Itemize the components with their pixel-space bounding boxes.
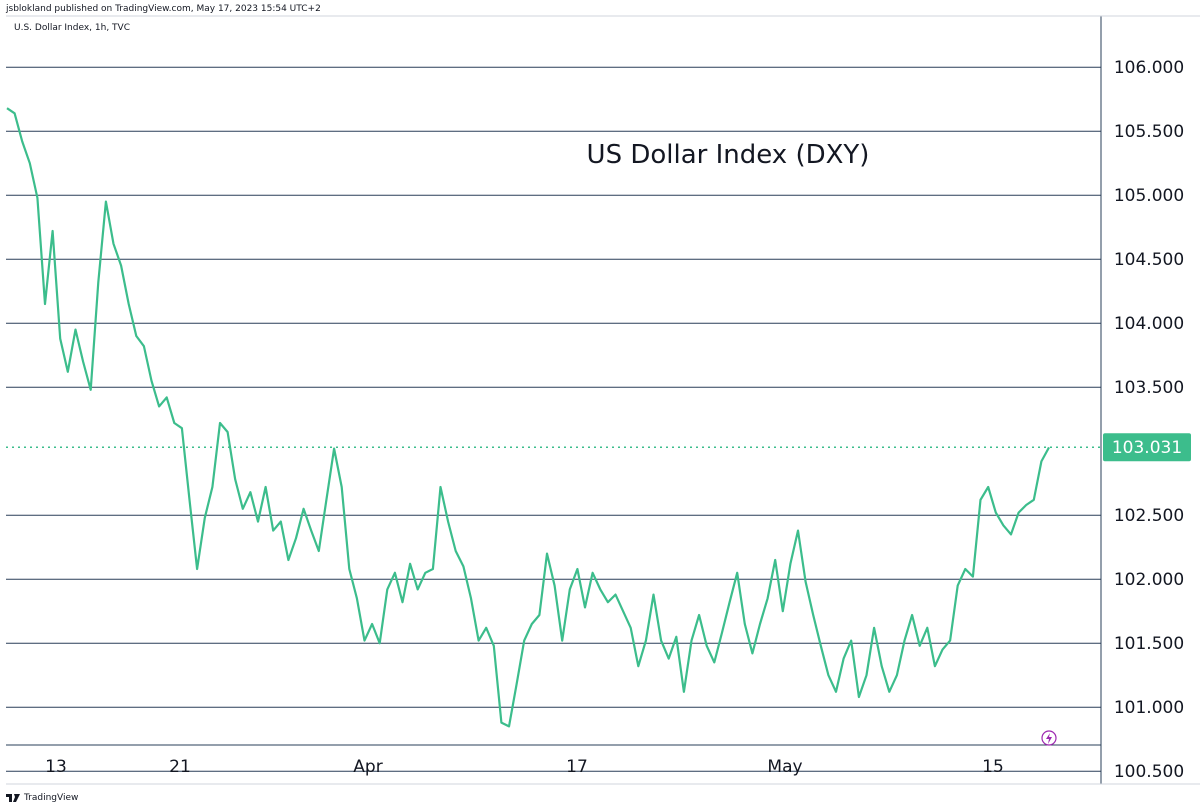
- x-tick-label: 15: [982, 757, 1004, 777]
- symbol-info: U.S. Dollar Index, 1h, TVC: [14, 23, 130, 33]
- x-axis: 13 21 Apr 17 May 15: [45, 757, 1004, 777]
- last-price-group: 103.031: [6, 433, 1191, 462]
- x-tick-label: May: [767, 757, 802, 777]
- y-tick-label: 105.500: [1114, 122, 1184, 142]
- y-tick-label: 104.500: [1114, 250, 1184, 270]
- x-tick-label: 21: [169, 757, 191, 777]
- publish-info: jsblokland published on TradingView.com,…: [6, 4, 321, 14]
- y-tick-label: 104.000: [1114, 314, 1184, 334]
- y-tick-label: 106.000: [1114, 58, 1184, 78]
- x-tick-label: Apr: [353, 757, 382, 777]
- dxy-series-line: [6, 107, 1050, 728]
- y-tick-label: 102.000: [1114, 570, 1184, 590]
- last-price-label: 103.031: [1112, 438, 1182, 458]
- y-tick-label: 105.000: [1114, 186, 1184, 206]
- grid-lines: [6, 15, 1200, 785]
- y-tick-label: 103.500: [1114, 378, 1184, 398]
- lightning-icon[interactable]: [1041, 730, 1057, 746]
- x-tick-label: 17: [566, 757, 588, 777]
- series-group: [6, 107, 1050, 728]
- y-tick-label: 101.000: [1114, 698, 1184, 718]
- x-tick-label: 13: [45, 757, 67, 777]
- y-tick-label: 101.500: [1114, 634, 1184, 654]
- y-axis: 106.000 105.500 105.000 104.500 104.000 103.5…: [1114, 58, 1184, 782]
- tradingview-logo-icon: [6, 794, 20, 802]
- footer-brand: TradingView: [24, 793, 79, 803]
- footer: TradingView: [6, 793, 78, 803]
- y-tick-label: 102.500: [1114, 506, 1184, 526]
- last-price-tag: [1103, 433, 1191, 462]
- y-tick-label: 100.500: [1114, 762, 1184, 782]
- chart-title: US Dollar Index (DXY): [587, 140, 870, 170]
